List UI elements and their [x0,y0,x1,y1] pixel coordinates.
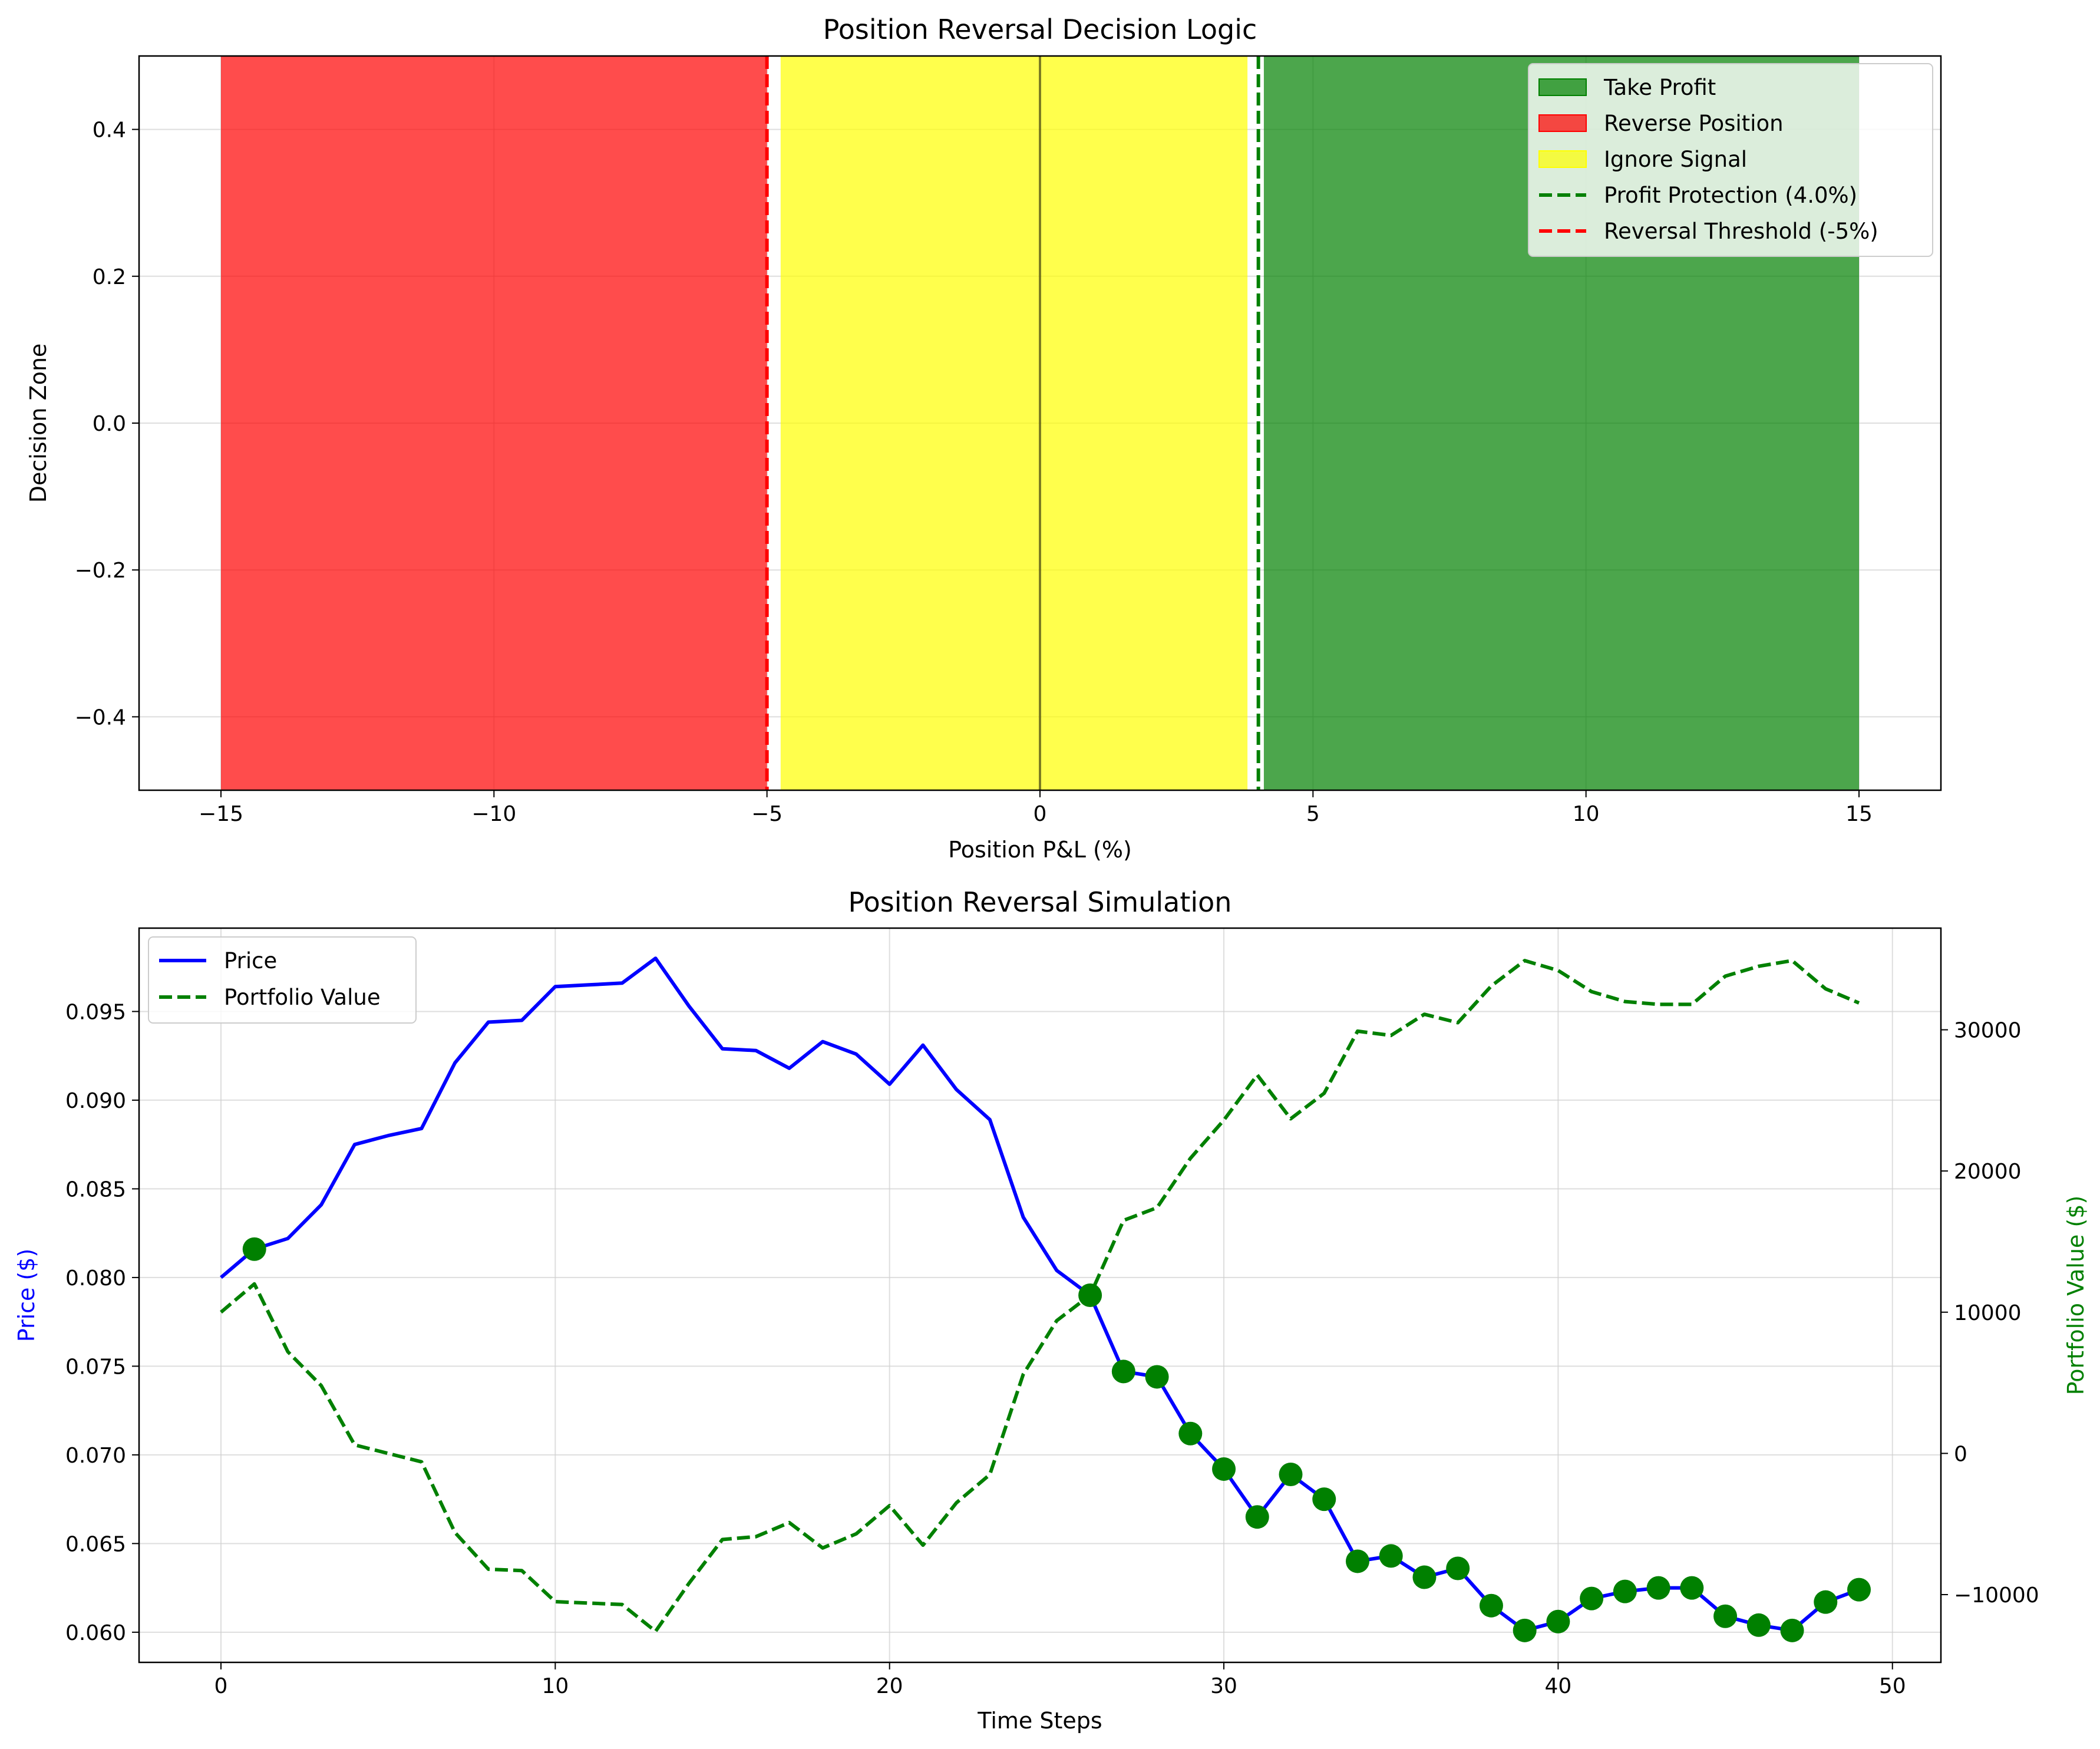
reversal-marker [1078,1283,1102,1307]
chart2-y-axis-label-right: Portfolio Value ($) [2063,1196,2089,1395]
chart1-legend-box [1528,63,1933,257]
chart2-y-tick-label: 0.075 [65,1355,126,1379]
chart1-y-tick-label: 0.4 [93,118,126,143]
chart2-y-right-tick-label: 30000 [1954,1019,2022,1043]
chart2-legend: Price Portfolio Value [148,936,417,1024]
chart2-y-right-tick-label: 0 [1954,1442,1967,1466]
chart2-y-tick-label: 0.095 [65,1000,126,1024]
chart1-x-tick-label: 5 [1306,802,1320,826]
chart1-title: Position Reversal Decision Logic [823,14,1257,45]
chart2-legend-box [148,936,417,1024]
reversal-marker [1780,1618,1804,1642]
chart2-plot-frame [138,927,1942,1664]
chart2-y-tick-label: 0.060 [65,1621,126,1645]
chart1-legend: Take Profit Reverse Position Ignore Signal… [1528,63,1933,257]
chart1-y-tick-label: −0.2 [75,559,126,583]
reversal-marker [1345,1549,1369,1573]
chart1-x-tick-label: −10 [471,802,516,826]
chart2-x-axis-label: Time Steps [977,1708,1102,1734]
chart2-x-tick-label: 40 [1544,1674,1571,1698]
chart2-legend-label: Price [224,948,277,974]
reversal-marker [1446,1556,1470,1580]
reversal-marker [1379,1544,1403,1568]
chart2-x-tick-label: 50 [1879,1674,1906,1698]
reversal-marker [1847,1578,1871,1602]
chart1-legend-swatch [1538,150,1587,168]
chart1-y-tick-label: 0.0 [93,412,126,436]
chart2-title: Position Reversal Simulation [848,886,1232,918]
reversal-marker [1613,1579,1637,1603]
chart2-y-right-tick-label: 10000 [1954,1301,2022,1325]
chart1-x-tick-label: 15 [1845,802,1873,826]
reversal-marker [1178,1421,1203,1446]
chart1-reference-lines [765,56,1260,790]
chart1-x-tick-label: −5 [751,802,782,826]
chart2-y-right-tick-label: 20000 [1954,1160,2022,1184]
reversal-marker [1111,1359,1135,1384]
chart2-y-ticks-left: 0.060 0.065 0.070 0.075 0.080 0.085 0.090 0.095 [65,1000,139,1645]
chart1-y-axis-label: Decision Zone [25,344,51,503]
chart2-y-axis-label-left: Price ($) [14,1249,39,1342]
chart1-legend-swatch [1538,114,1587,132]
series-portfolio-value [220,959,1860,1634]
zone-ignore-signal [780,56,1248,790]
chart2-x-tick-label: 0 [214,1674,228,1698]
chart1-legend-swatch [1538,78,1587,96]
reversal-marker [1546,1609,1570,1634]
reversal-marker [1680,1576,1704,1600]
reversal-marker [1479,1593,1503,1618]
reversal-marker [1245,1505,1269,1529]
chart1-x-ticks: −15 −10 −5 0 5 10 15 [199,790,1873,826]
reversal-marker [1513,1618,1537,1642]
chart1-y-ticks: −0.4 −0.2 0.0 0.2 0.4 [75,118,139,730]
chart2-y-tick-label: 0.070 [65,1444,126,1468]
chart2-x-ticks: 0 10 20 30 40 50 [214,1662,1906,1698]
simulation-chart: Position Reversal Simulation 0 10 20 30 40 50… [14,886,2089,1734]
chart1-x-tick-label: 10 [1573,802,1600,826]
chart2-x-tick-label: 30 [1210,1674,1237,1698]
reversal-marker [1279,1462,1303,1486]
chart1-x-tick-label: −15 [199,802,243,826]
chart1-x-axis-label: Position P&L (%) [948,837,1132,863]
reversal-marker [1580,1586,1604,1611]
chart2-y-tick-label: 0.080 [65,1266,126,1291]
reversal-marker [1145,1365,1169,1389]
chart2-y-ticks-right: −10000 0 10000 20000 30000 [1941,1019,2039,1608]
reversal-marker [1814,1590,1838,1614]
chart2-grid [139,928,1941,1662]
zone-reverse-position [221,56,767,790]
decision-logic-chart: Position Reversal Decision Logic −15 −10−… [25,14,1942,863]
chart1-x-tick-label: 0 [1034,802,1047,826]
chart2-x-tick-label: 20 [876,1674,903,1698]
chart2-markers [242,1237,1871,1642]
reversal-marker [1412,1565,1437,1589]
chart1-y-tick-label: 0.2 [93,265,126,289]
chart2-legend-label: Portfolio Value [224,985,381,1010]
chart2-y-right-tick-label: −10000 [1954,1583,2039,1608]
reversal-marker [1312,1487,1336,1512]
chart1-legend-label: Ignore Signal [1604,147,1747,172]
reversal-marker [242,1237,266,1261]
reversal-marker [1646,1576,1670,1600]
chart2-x-tick-label: 10 [541,1674,569,1698]
chart2-y-tick-label: 0.085 [65,1177,126,1202]
reversal-marker [1713,1604,1738,1628]
reversal-marker [1746,1613,1771,1637]
chart1-legend-label: Reverse Position [1604,111,1784,136]
chart1-legend-label: Take Profit [1603,75,1716,100]
chart1-legend-label: Reversal Threshold (-5%) [1604,219,1878,244]
chart1-legend-label: Profit Protection (4.0%) [1604,183,1857,208]
chart2-y-tick-label: 0.090 [65,1089,126,1113]
chart2-y-tick-label: 0.065 [65,1532,126,1556]
chart1-y-tick-label: −0.4 [75,705,126,730]
reversal-marker [1212,1457,1236,1481]
